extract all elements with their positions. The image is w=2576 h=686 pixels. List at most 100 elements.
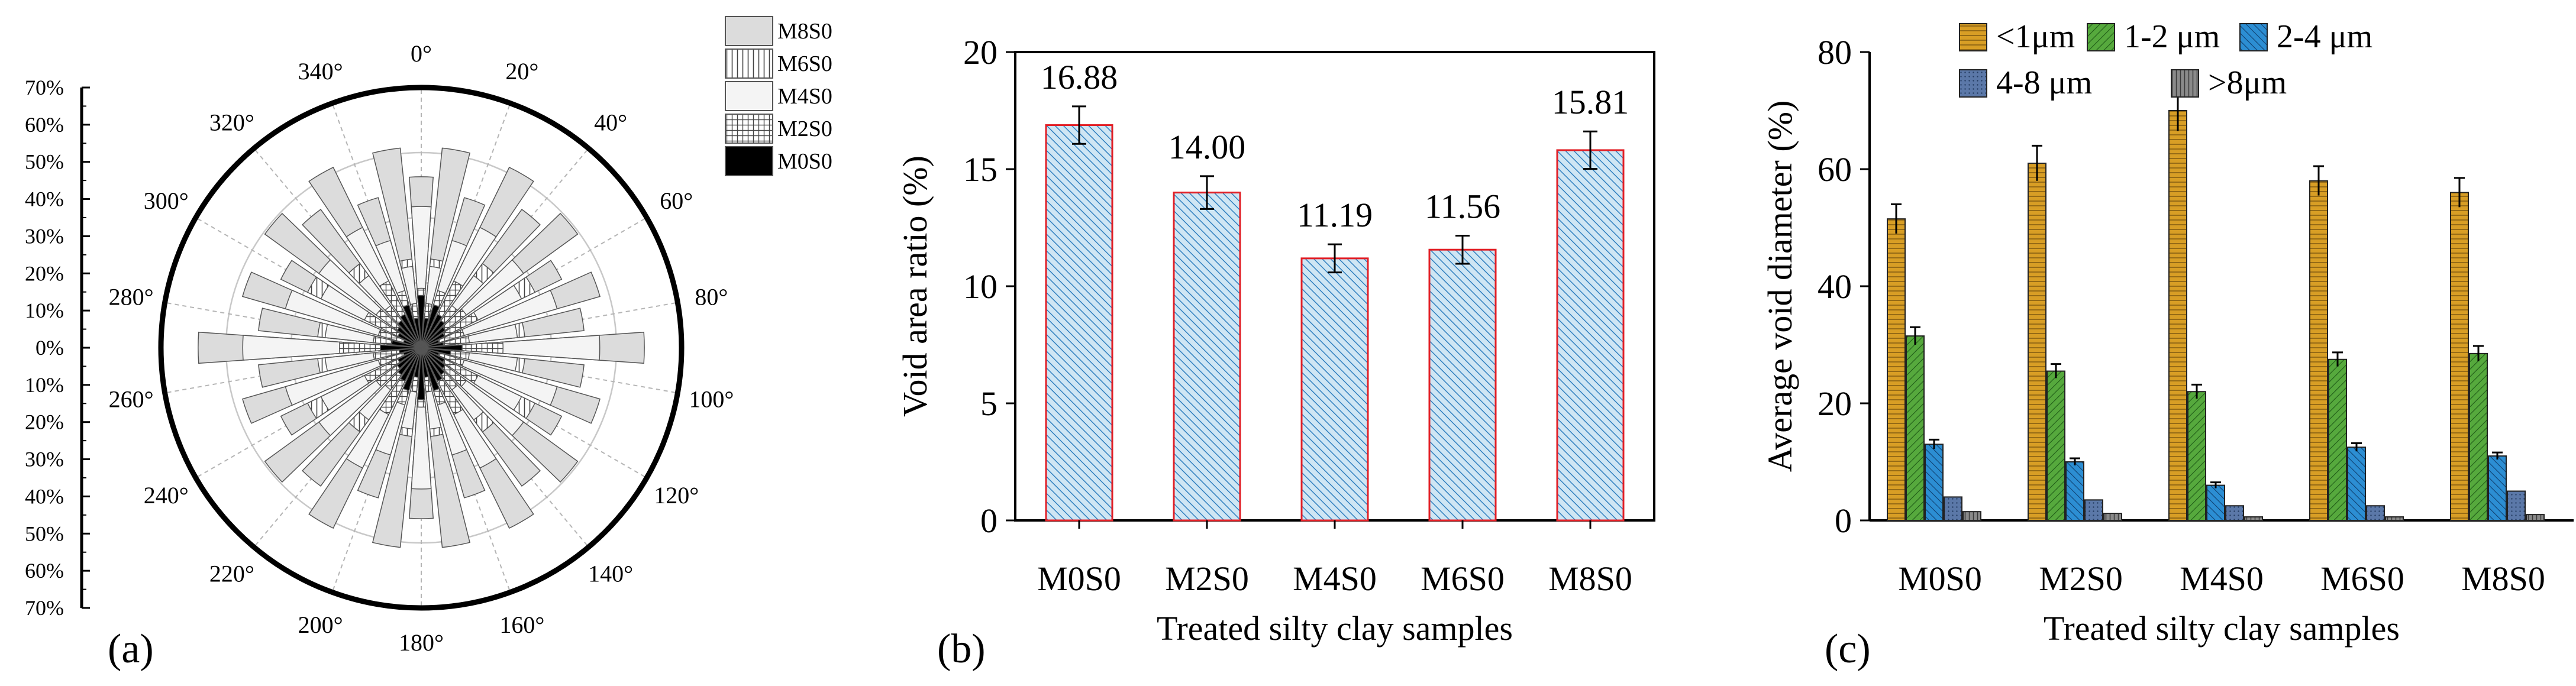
bar-5 [2385, 516, 2404, 521]
bar-1 [2450, 192, 2469, 522]
radial-tick-label: 20% [25, 261, 64, 285]
rose-sector-m0s0 [396, 347, 422, 369]
legend-label: >8μm [2208, 64, 2287, 101]
angle-label: 60° [660, 187, 693, 214]
x-tick-label: M4S0 [2180, 559, 2264, 598]
radial-tick-label: 50% [25, 522, 64, 545]
radial-tick-label: 70% [25, 596, 64, 620]
rose-sector-m0s0 [421, 347, 446, 363]
legend-label: <1μm [1996, 18, 2075, 55]
bar-1 [2168, 110, 2187, 521]
rose-sector-m0s0 [421, 304, 440, 348]
polar-grid-spoke [421, 103, 511, 348]
data-label: 14.00 [1168, 128, 1246, 166]
rose-sector-m0s0 [397, 347, 422, 363]
bar-2 [2187, 391, 2206, 522]
bar [1556, 149, 1625, 522]
polar-grid-spoke [421, 347, 511, 593]
polar-grid-spoke [253, 347, 422, 548]
bar-5 [2244, 516, 2263, 521]
x-tick-label: M8S0 [1548, 559, 1632, 598]
rose-sector-m4s0 [411, 347, 432, 490]
radial-tick-label: 10% [25, 373, 64, 397]
radial-tick-label: 30% [25, 448, 64, 471]
panel-c-void-diameter-chart: 0 20 40 60 80 Average void diameter (%) M0S0 M2… [1761, 18, 2574, 672]
polar-grid-spoke [421, 148, 589, 348]
polar-grid-spoke [421, 347, 589, 548]
rose-sector-m0s0 [417, 295, 425, 348]
y-tick-label: 10 [963, 267, 998, 306]
y-tick-label: 0 [980, 501, 998, 540]
bar-5 [2526, 514, 2545, 521]
polar-grid-spoke [421, 347, 647, 478]
bar-5 [2103, 513, 2122, 521]
polar-grid-spoke [331, 347, 422, 593]
legend-label: M6S0 [777, 51, 832, 76]
legend-swatch [2239, 23, 2268, 51]
y-tick-label: 5 [980, 384, 998, 423]
rose-sector-m0s0 [421, 339, 440, 348]
x-tick-label: M6S0 [2320, 559, 2404, 598]
radial-tick-label: 20% [25, 410, 64, 434]
y-tick-label: 60 [1818, 150, 1852, 189]
panel-label: (c) [1825, 626, 1871, 672]
rose-sector-m0s0 [421, 326, 446, 348]
x-tick-label: M6S0 [1421, 559, 1505, 598]
bar [1300, 257, 1369, 522]
y-tick-label: 20 [1818, 384, 1852, 423]
data-label: 11.56 [1425, 187, 1500, 225]
radial-tick-label: 70% [25, 76, 64, 99]
rose-sector-m0s0 [421, 320, 446, 348]
bar-4 [1944, 496, 1962, 522]
legend-swatch-m6s0 [725, 48, 773, 79]
radial-tick-label: 10% [25, 299, 64, 322]
y-tick-label: 40 [1818, 267, 1852, 306]
radial-tick-label: 40% [25, 484, 64, 508]
legend-swatch-m8s0 [725, 16, 773, 46]
rose-sector-m0s0 [402, 347, 422, 391]
rose-sector-m0s0 [397, 332, 422, 348]
angle-label: 320° [209, 109, 254, 136]
polar-grid-spoke [164, 302, 422, 348]
polar-outer-circle [158, 85, 685, 611]
polar-grid-spoke [253, 148, 422, 348]
bar-5 [1962, 511, 1981, 522]
legend-swatch-m0s0 [725, 146, 773, 176]
polar-grid-spoke [421, 302, 678, 348]
rose-sector-m0s0 [396, 326, 422, 348]
polar-grid-spoke [164, 347, 422, 394]
rose-sector-m0s0 [421, 347, 446, 376]
angle-label: 0° [411, 40, 432, 67]
rose-sector-m0s0 [421, 347, 443, 382]
data-label: 16.88 [1041, 58, 1118, 96]
bar-3 [2488, 455, 2507, 521]
rose-sector-m0s0 [417, 347, 425, 400]
bar-1 [2028, 163, 2046, 522]
legend-label: 1-2 μm [2124, 18, 2220, 55]
radial-tick-label: 60% [25, 113, 64, 137]
angle-label: 300° [144, 187, 189, 214]
legend-label: M4S0 [777, 84, 832, 109]
x-axis-title: Treated silty clay samples [1157, 609, 1513, 648]
y-tick-label: 80 [1818, 33, 1852, 72]
bar-3 [2347, 446, 2366, 521]
angle-label: 80° [695, 284, 728, 310]
polar-grid-spoke [331, 103, 422, 348]
rose-sector-m0s0 [397, 320, 422, 348]
rose-sector-m0s0 [399, 313, 422, 348]
bar-4 [2366, 505, 2385, 521]
legend-swatch-m2s0 [725, 114, 773, 144]
angle-label: 160° [499, 611, 544, 638]
rose-sector-m0s0 [413, 318, 422, 348]
rose-sector-m0s0 [402, 347, 422, 356]
bar-1 [2309, 180, 2328, 521]
rose-sector-m0s0 [421, 313, 443, 348]
bar-3 [2206, 484, 2225, 521]
bar-3 [2065, 461, 2084, 521]
angle-label: 180° [399, 629, 444, 656]
bar-2 [2469, 352, 2488, 521]
legend-label: 4-8 μm [1996, 64, 2092, 101]
data-label: 15.81 [1552, 83, 1629, 121]
rose-sector-m0s0 [421, 347, 440, 391]
legend-label: M0S0 [777, 149, 832, 174]
